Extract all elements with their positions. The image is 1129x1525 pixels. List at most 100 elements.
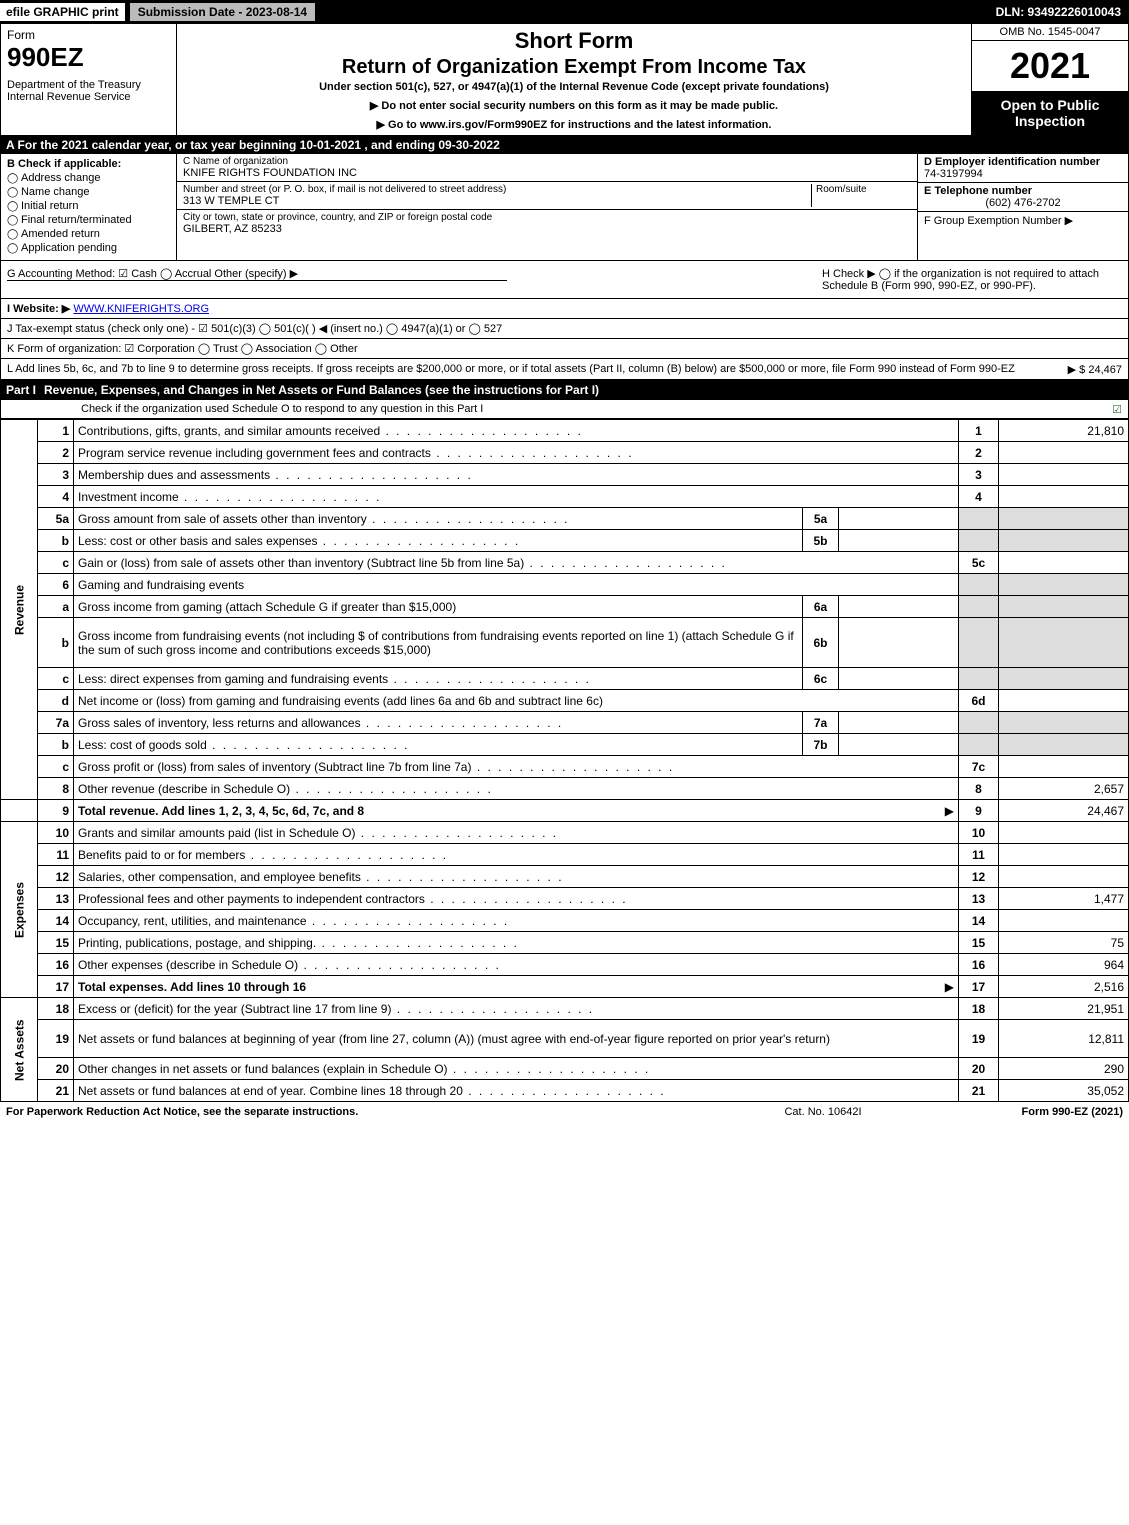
website-label: I Website: ▶ [7,303,70,315]
l-amount: ▶ $ 24,467 [1068,363,1122,376]
line-desc: Less: direct expenses from gaming and fu… [74,668,803,690]
final-no: 13 [959,888,999,910]
website-link[interactable]: WWW.KNIFERIGHTS.ORG [73,303,209,315]
goto-link[interactable]: ▶ Go to www.irs.gov/Form990EZ for instru… [185,118,963,131]
final-val: 24,467 [999,800,1129,822]
checkbox-application-pending[interactable]: Application pending [7,242,170,254]
line-no: b [38,618,74,668]
line-desc: Excess or (deficit) for the year (Subtra… [74,998,959,1020]
department-label: Department of the Treasury Internal Reve… [7,79,170,103]
line-no: 13 [38,888,74,910]
grey-cell [999,530,1129,552]
table-row: 4 Investment income 4 [1,486,1129,508]
final-val [999,844,1129,866]
grey-cell [999,508,1129,530]
short-form-title: Short Form [185,28,963,54]
table-row: 16 Other expenses (describe in Schedule … [1,954,1129,976]
line-desc: Net income or (loss) from gaming and fun… [74,690,959,712]
line-no: 17 [38,976,74,998]
street-label: Number and street (or P. O. box, if mail… [183,184,811,195]
form-label: Form [7,28,170,42]
form-number: 990EZ [7,42,170,73]
tax-exempt-status: J Tax-exempt status (check only one) - ☑… [0,318,1129,338]
table-row: 17 Total expenses. Add lines 10 through … [1,976,1129,998]
final-val [999,756,1129,778]
final-val: 2,657 [999,778,1129,800]
final-val [999,464,1129,486]
header-left: Form 990EZ Department of the Treasury In… [1,24,177,135]
checkbox-initial-return[interactable]: Initial return [7,200,170,212]
final-val: 35,052 [999,1080,1129,1102]
open-to-public: Open to Public Inspection [972,91,1128,135]
accounting-method: G Accounting Method: ☑ Cash ◯ Accrual Ot… [7,267,507,281]
line-desc: Contributions, gifts, grants, and simila… [74,420,959,442]
total-revenue-label: Total revenue. Add lines 1, 2, 3, 4, 5c,… [78,804,364,818]
group-exemption-label: F Group Exemption Number ▶ [924,214,1122,227]
street-value: 313 W TEMPLE CT [183,195,811,207]
total-expenses-label: Total expenses. Add lines 10 through 16 [78,980,306,994]
table-row: c Gross profit or (loss) from sales of i… [1,756,1129,778]
line-desc: Less: cost of goods sold [74,734,803,756]
line-no: c [38,668,74,690]
checkbox-address-change[interactable]: Address change [7,172,170,184]
final-val: 1,477 [999,888,1129,910]
check-icon: ☑ [1112,403,1122,416]
grey-cell [959,508,999,530]
line-no: 9 [38,800,74,822]
table-row: 6 Gaming and fundraising events [1,574,1129,596]
final-no: 6d [959,690,999,712]
table-row: 5a Gross amount from sale of assets othe… [1,508,1129,530]
final-no: 19 [959,1020,999,1058]
table-row: c Gain or (loss) from sale of assets oth… [1,552,1129,574]
line-desc: Salaries, other compensation, and employ… [74,866,959,888]
line-desc: Gain or (loss) from sale of assets other… [74,552,959,574]
mini-val [839,508,959,530]
table-row: Expenses 10 Grants and similar amounts p… [1,822,1129,844]
final-no: 3 [959,464,999,486]
final-val: 2,516 [999,976,1129,998]
line-desc: Gross amount from sale of assets other t… [74,508,803,530]
table-row: 21 Net assets or fund balances at end of… [1,1080,1129,1102]
final-no: 9 [959,800,999,822]
line-desc: Other expenses (describe in Schedule O) [74,954,959,976]
grey-cell [999,734,1129,756]
line-no: c [38,756,74,778]
final-val [999,442,1129,464]
checkbox-amended-return[interactable]: Amended return [7,228,170,240]
table-row: a Gross income from gaming (attach Sched… [1,596,1129,618]
final-no: 16 [959,954,999,976]
grey-cell [959,734,999,756]
mini-no: 5a [803,508,839,530]
grey-cell [959,668,999,690]
mini-val [839,530,959,552]
line-no: 19 [38,1020,74,1058]
mini-val [839,734,959,756]
lines-table: Revenue 1 Contributions, gifts, grants, … [0,419,1129,1102]
part-1-title: Revenue, Expenses, and Changes in Net As… [44,383,599,397]
line-desc: Investment income [74,486,959,508]
grey-cell [959,712,999,734]
col-b-checkboxes: B Check if applicable: Address change Na… [1,154,177,260]
mini-no: 7a [803,712,839,734]
mini-val [839,596,959,618]
line-desc: Total expenses. Add lines 10 through 16 … [74,976,959,998]
final-val [999,552,1129,574]
final-val [999,822,1129,844]
mini-val [839,618,959,668]
phone-label: E Telephone number [924,185,1122,197]
checkbox-name-change[interactable]: Name change [7,186,170,198]
row-a-tax-year: A For the 2021 calendar year, or tax yea… [0,136,1129,154]
line-desc: Gross income from gaming (attach Schedul… [74,596,803,618]
checkbox-final-return[interactable]: Final return/terminated [7,214,170,226]
final-no: 21 [959,1080,999,1102]
final-no: 17 [959,976,999,998]
efile-label[interactable]: efile GRAPHIC print [0,3,125,21]
table-row: c Less: direct expenses from gaming and … [1,668,1129,690]
table-row: b Less: cost or other basis and sales ex… [1,530,1129,552]
dln-number: DLN: 93492226010043 [988,3,1129,21]
website-row: I Website: ▶ WWW.KNIFERIGHTS.ORG [0,299,1129,318]
table-row: b Less: cost of goods sold 7b [1,734,1129,756]
line-no: 3 [38,464,74,486]
mini-val [839,668,959,690]
grey-cell [999,574,1129,596]
